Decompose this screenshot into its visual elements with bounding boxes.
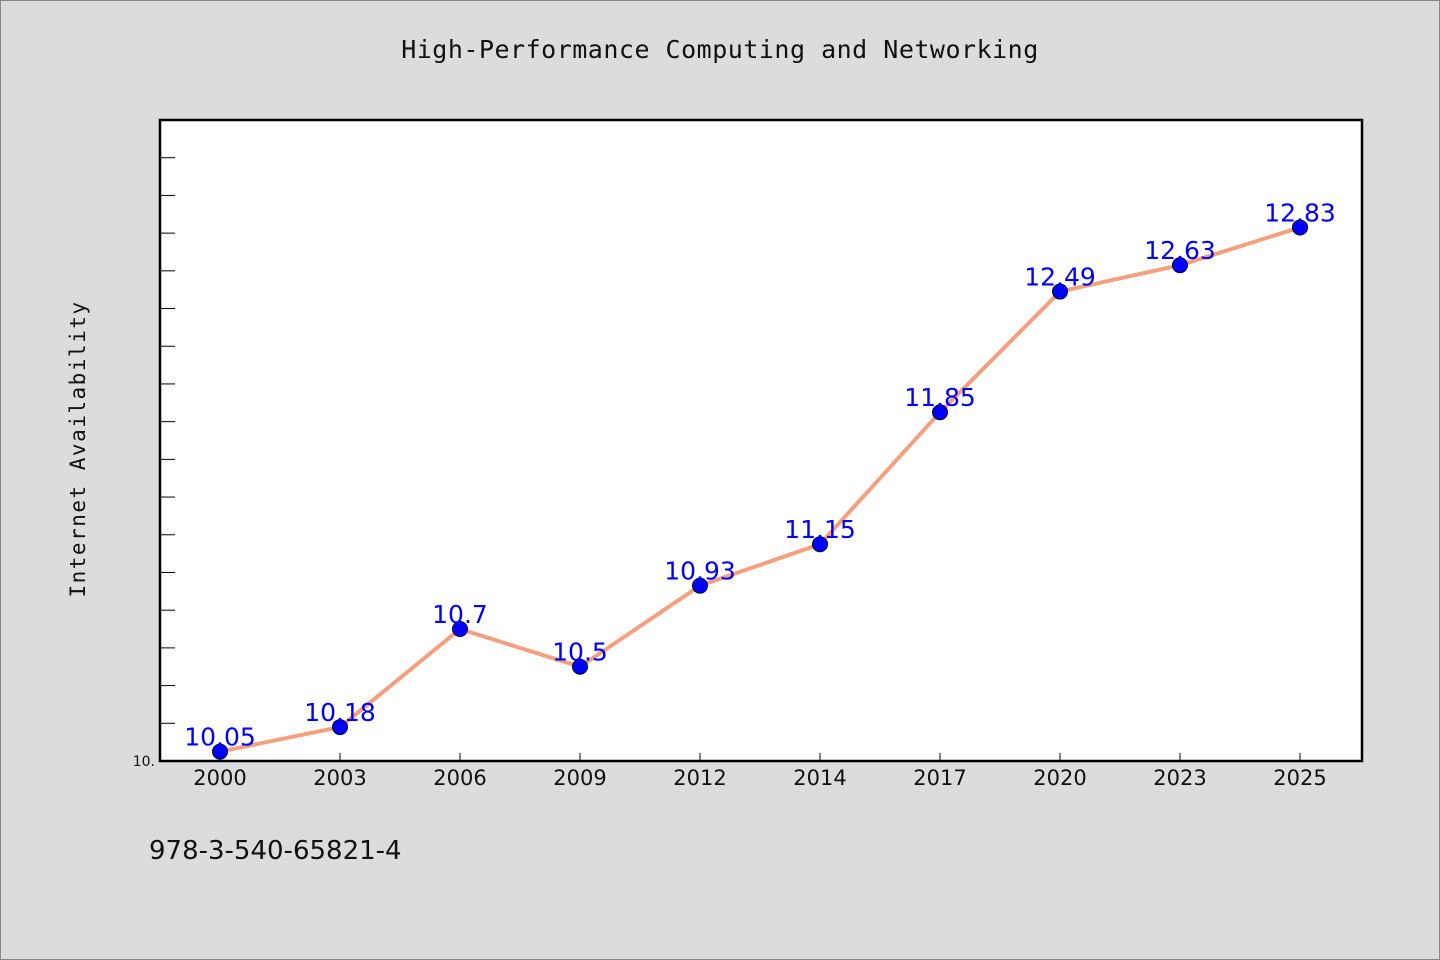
x-tick-label: 2023 [1153,766,1206,790]
y-tick-label: 10. [133,754,155,770]
x-tick-label: 2000 [193,766,246,790]
x-tick-label: 2009 [553,766,606,790]
line-segment [1178,225,1302,268]
line-segment [218,725,342,754]
data-point [1172,257,1188,274]
isbn-text: 978-3-540-65821-4 [149,836,402,866]
x-axis-ticks: 2000 2003 2006 2009 2012 2014 2017 2020 2023 2025 [193,753,1327,790]
series-lines [218,225,1302,754]
data-point [1292,219,1308,236]
data-label: 10.93 [664,557,736,586]
x-tick-label: 2014 [793,766,846,790]
data-point [692,577,708,594]
data-markers [212,219,1308,760]
data-label: 10.7 [432,600,488,629]
line-segment [458,627,582,669]
data-point [812,536,828,553]
x-tick-label: 2012 [673,766,726,790]
plot-area [158,118,1364,763]
line-segment [698,542,822,588]
data-point [932,404,948,421]
data-label: 10.18 [304,698,376,727]
data-label: 12.83 [1264,198,1336,227]
x-tick-label: 2017 [913,766,966,790]
chart-title: High-Performance Computing and Networkin… [401,35,1039,64]
data-label: 10.5 [552,638,608,667]
data-point [1052,283,1068,300]
data-labels: 10.05 10.18 10.7 10.5 10.93 11.15 11.85 12.49 12… [184,198,1336,751]
y-minor-ticks [160,119,175,724]
x-tick-label: 2003 [313,766,366,790]
data-label: 10.05 [184,723,256,752]
line-segment [938,289,1062,415]
x-tick-label: 2020 [1033,766,1086,790]
line-segment [578,583,702,669]
line-segment [1058,263,1182,294]
line-segment [818,410,942,547]
data-label: 12.63 [1144,236,1216,265]
data-point [212,743,228,760]
data-label: 11.85 [904,383,976,412]
data-point [452,621,468,638]
data-label: 12.49 [1024,263,1096,292]
data-point [332,719,348,736]
line-segment [338,627,462,730]
data-label: 11.15 [784,515,856,544]
x-tick-label: 2025 [1273,766,1326,790]
data-point [572,658,588,675]
x-tick-label: 2006 [433,766,486,790]
